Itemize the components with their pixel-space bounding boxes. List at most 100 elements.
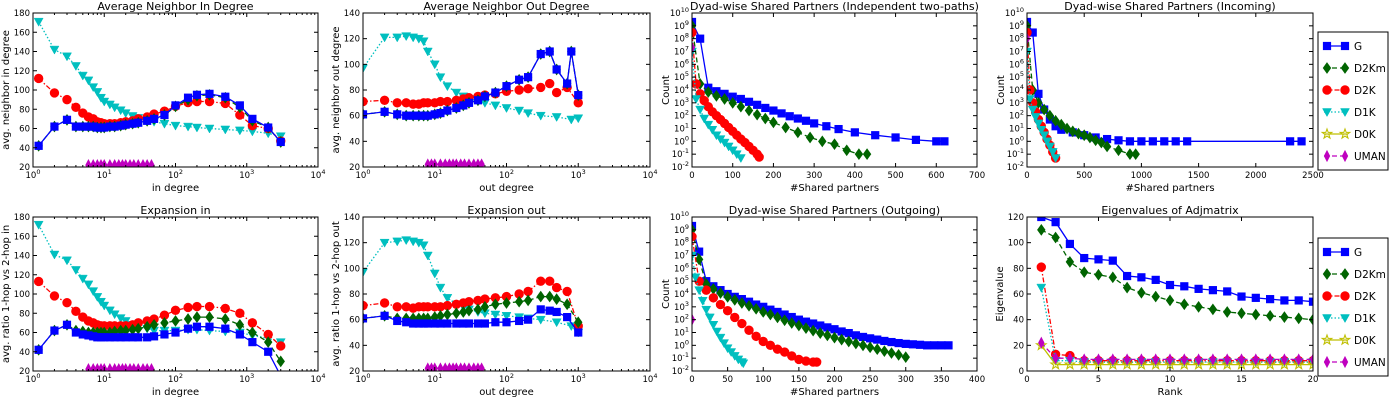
series-d2k-marker bbox=[62, 297, 72, 308]
series-d1k-marker bbox=[192, 123, 202, 133]
legend-marker bbox=[1338, 127, 1352, 140]
series-g-marker bbox=[574, 91, 583, 100]
legend-item-d2km: D2Km bbox=[1322, 268, 1386, 281]
y-tick-label: 10-1 bbox=[1007, 147, 1024, 160]
series-uman-marker bbox=[1281, 353, 1288, 366]
series-g-marker bbox=[567, 47, 576, 56]
series-uman-marker bbox=[1081, 353, 1088, 366]
x-tick-label: 600 bbox=[928, 171, 944, 181]
series-d2k-marker bbox=[204, 301, 215, 312]
series-d2k-marker bbox=[33, 73, 44, 84]
y-tick-label: 60 bbox=[19, 125, 30, 135]
x-tick-label: 1500 bbox=[1188, 171, 1210, 181]
x-tick-label: 104 bbox=[643, 372, 658, 385]
series-d0k-marker bbox=[1135, 357, 1148, 370]
series-d2km-marker bbox=[235, 318, 245, 331]
x-axis-label: in degree bbox=[152, 183, 199, 194]
series-d2km-marker bbox=[1079, 266, 1089, 279]
series-d2k-marker bbox=[562, 286, 572, 297]
series-d2k-marker bbox=[363, 96, 368, 107]
series-d2km-marker bbox=[1194, 300, 1203, 313]
legend-item-d1k: D1K bbox=[1322, 107, 1377, 119]
series-g-marker bbox=[464, 98, 474, 107]
series-uman-marker bbox=[478, 362, 485, 371]
series-d2km-marker bbox=[1180, 298, 1189, 311]
legend-item-d2km: D2Km bbox=[1322, 62, 1386, 75]
legend-item-d2k: D2K bbox=[1322, 291, 1377, 303]
series-g-marker bbox=[940, 137, 949, 146]
series-g-marker bbox=[873, 335, 882, 344]
series-d1k-marker bbox=[694, 286, 705, 296]
series-g-marker bbox=[277, 372, 284, 379]
series-d2km-marker bbox=[787, 317, 796, 329]
x-tick-label: 150 bbox=[791, 375, 807, 385]
series-d2k-marker bbox=[754, 152, 764, 162]
y-tick-label: 100 bbox=[1009, 134, 1024, 147]
y-tick-label: 80 bbox=[349, 86, 360, 96]
series-g-marker bbox=[183, 93, 193, 102]
series-d2km-marker bbox=[759, 306, 768, 318]
series-d2km-marker bbox=[728, 96, 737, 109]
series-d2km-marker bbox=[1265, 309, 1275, 322]
series-d2km-marker bbox=[862, 148, 872, 161]
series-d1k-marker bbox=[99, 301, 110, 311]
y-tick-label: 80 bbox=[1013, 264, 1024, 274]
series-g-marker bbox=[205, 322, 214, 331]
series-uman-marker bbox=[1152, 353, 1159, 366]
series-g-marker bbox=[1065, 239, 1075, 249]
series-d2k-marker bbox=[442, 96, 453, 107]
series-g-marker bbox=[192, 90, 202, 99]
chart-title: Expansion in bbox=[140, 204, 210, 217]
x-tick-label: 350 bbox=[933, 375, 949, 385]
series-d1k-marker bbox=[535, 111, 546, 121]
series-d2km-marker bbox=[1122, 281, 1132, 294]
series-d1k-marker bbox=[33, 17, 44, 27]
series-g-marker bbox=[574, 328, 583, 337]
series-uman-marker bbox=[1138, 353, 1145, 366]
series-d2km-marker bbox=[1094, 268, 1103, 281]
legend-label: D2K bbox=[1354, 291, 1377, 303]
x-tick-label: 103 bbox=[571, 372, 586, 385]
series-g-marker bbox=[915, 340, 925, 349]
series-d2km-marker bbox=[1097, 136, 1106, 149]
series-d2km-marker bbox=[514, 295, 524, 308]
series-d2k-marker bbox=[536, 276, 546, 286]
x-axis-label: Rank bbox=[1158, 387, 1183, 398]
series-d2k-marker bbox=[523, 84, 533, 94]
series-g-marker bbox=[901, 339, 910, 348]
series-g-marker bbox=[552, 65, 561, 74]
y-tick-label: 20 bbox=[1013, 341, 1024, 351]
y-tick-label: 40 bbox=[19, 348, 30, 358]
y-tick-label: 60 bbox=[349, 112, 360, 122]
legend-marker bbox=[1322, 314, 1332, 324]
series-d1k-marker bbox=[183, 122, 193, 132]
series-d1k-marker bbox=[234, 126, 245, 136]
x-tick-label: 103 bbox=[239, 372, 254, 385]
x-tick-label: 104 bbox=[311, 168, 326, 181]
series-d2km-marker bbox=[766, 308, 775, 321]
y-tick-label: 105 bbox=[674, 274, 689, 287]
x-axis-label: #Shared partners bbox=[790, 387, 879, 398]
series-g-marker bbox=[563, 313, 572, 322]
series-d1k-marker bbox=[1030, 113, 1041, 122]
y-tick-label: 1010 bbox=[670, 6, 689, 19]
series-d2k-marker bbox=[49, 291, 60, 301]
series-g-marker bbox=[911, 135, 921, 144]
y-tick-label: 103 bbox=[674, 96, 689, 109]
series-d2k-marker bbox=[62, 94, 72, 105]
series-d0k-marker bbox=[1220, 357, 1234, 370]
chart-title: Expansion out bbox=[467, 204, 546, 217]
series-d1k-marker bbox=[363, 268, 368, 278]
series-d1k-marker bbox=[204, 124, 215, 134]
x-axis-label: out degree bbox=[479, 387, 534, 398]
series-g-marker bbox=[502, 82, 511, 91]
legend-label: D2Km bbox=[1354, 63, 1386, 75]
series-uman-marker bbox=[135, 158, 142, 167]
series-d2km-marker bbox=[851, 337, 861, 350]
series-d2km-marker bbox=[1280, 311, 1289, 323]
y-tick-label: 102 bbox=[674, 109, 689, 122]
series-d1k-marker bbox=[701, 305, 712, 315]
series-d2km-marker bbox=[552, 293, 561, 305]
series-g-marker bbox=[443, 106, 452, 115]
series-d1k-marker bbox=[738, 359, 749, 369]
